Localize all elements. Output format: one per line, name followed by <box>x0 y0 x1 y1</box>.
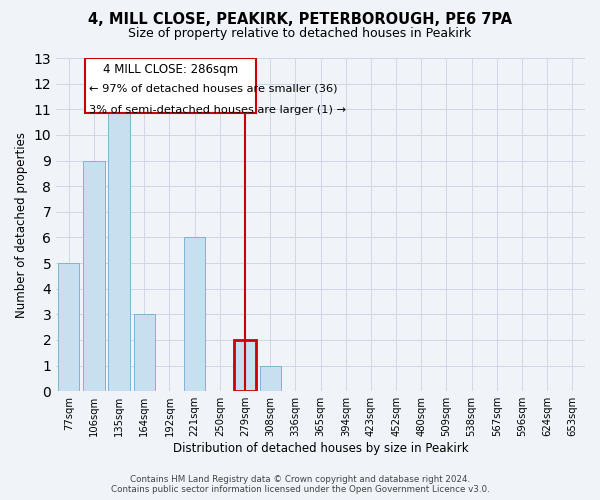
Text: Size of property relative to detached houses in Peakirk: Size of property relative to detached ho… <box>128 28 472 40</box>
Text: Contains HM Land Registry data © Crown copyright and database right 2024.
Contai: Contains HM Land Registry data © Crown c… <box>110 474 490 494</box>
Bar <box>184 238 205 391</box>
Bar <box>85 58 256 113</box>
Text: 3% of semi-detached houses are larger (1) →: 3% of semi-detached houses are larger (1… <box>89 106 346 116</box>
Bar <box>83 160 104 391</box>
Text: 4 MILL CLOSE: 286sqm: 4 MILL CLOSE: 286sqm <box>103 62 238 76</box>
Bar <box>260 366 281 391</box>
Text: ← 97% of detached houses are smaller (36): ← 97% of detached houses are smaller (36… <box>89 84 337 94</box>
Y-axis label: Number of detached properties: Number of detached properties <box>15 132 28 318</box>
Bar <box>58 263 79 391</box>
X-axis label: Distribution of detached houses by size in Peakirk: Distribution of detached houses by size … <box>173 442 469 455</box>
Text: 4, MILL CLOSE, PEAKIRK, PETERBOROUGH, PE6 7PA: 4, MILL CLOSE, PEAKIRK, PETERBOROUGH, PE… <box>88 12 512 28</box>
Bar <box>235 340 256 391</box>
Bar <box>109 110 130 391</box>
Bar <box>134 314 155 391</box>
